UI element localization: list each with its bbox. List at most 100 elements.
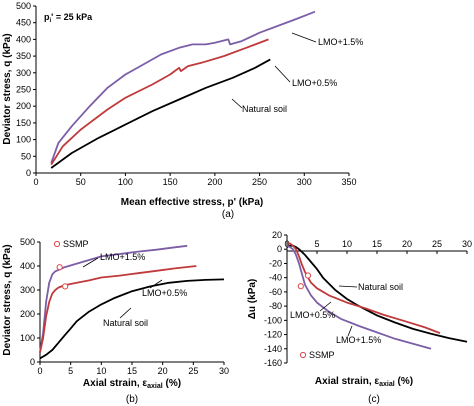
chart-c-label-lmo05: LMO+0.5% xyxy=(290,310,335,320)
chart-c-x-tick-label: 25 xyxy=(432,239,442,249)
chart-c-x-tick-label: 20 xyxy=(402,239,412,249)
chart-b-leader-lmo15 xyxy=(82,257,99,268)
chart-a-y-tick-label: 300 xyxy=(16,68,31,78)
chart-b-x-tick-label: 25 xyxy=(188,366,198,376)
chart-a-caption: (a) xyxy=(222,209,234,220)
chart-c-x-label-main: Axial strain, ε xyxy=(315,376,379,387)
chart-a-x-tick-label: 100 xyxy=(118,177,133,187)
chart-a-y-tick-label: 150 xyxy=(16,118,31,128)
chart-c-y-tick-label: -60 xyxy=(269,287,282,297)
chart-a-y-tick-label: 100 xyxy=(16,135,31,145)
chart-c-x-tick-label: 30 xyxy=(462,239,472,249)
chart-a-label-lmo15: LMO+1.5% xyxy=(318,37,363,47)
chart-b-series-line xyxy=(39,278,225,360)
chart-a-y-label: Deviator stress, q (kPa) xyxy=(2,33,13,144)
chart-b-series-line xyxy=(39,265,197,353)
chart-c-ssmp-points xyxy=(297,272,312,290)
chart-b-x-tick-label: 15 xyxy=(127,366,137,376)
chart-b-y-tick-label: 0 xyxy=(30,357,35,367)
chart-a-x-tick-label: 250 xyxy=(252,177,267,187)
chart-a-series-line xyxy=(50,10,316,164)
chart-c-y-tick-label: -100 xyxy=(264,315,282,325)
chart-a-x-tick-label: 0 xyxy=(33,177,38,187)
chart-c-caption: (c) xyxy=(368,394,380,405)
chart-c-y-tick-label: -20 xyxy=(269,258,282,268)
chart-c-ssmp-point xyxy=(297,283,304,290)
pressure-subscript: i xyxy=(50,18,52,24)
chart-c-y-label: Δu (kPa) xyxy=(247,279,258,320)
chart-b-series xyxy=(39,244,225,360)
chart-b-y-tick-label: 400 xyxy=(20,261,35,271)
chart-a-y-tick-label: 50 xyxy=(21,151,31,161)
chart-b-y-tick-label: 100 xyxy=(20,333,35,343)
chart-a-y-tick-label: 450 xyxy=(16,18,31,28)
chart-a-leader-natural xyxy=(231,98,243,109)
chart-a-pressure-annotation: pi' = 25 kPa xyxy=(44,12,93,24)
chart-b-x-tick-label: 5 xyxy=(68,366,73,376)
chart-b-label-lmo05: LMO+0.5% xyxy=(142,288,187,298)
chart-c: 051015202530200-20-40-60-80-100-120-140-… xyxy=(247,230,472,405)
chart-b-ssmp-point xyxy=(62,283,69,290)
chart-b-x-label-sub: axial xyxy=(147,383,163,390)
chart-b-legend-marker xyxy=(53,240,61,248)
chart-c-ssmp-point xyxy=(304,272,312,279)
chart-b-x-tick-label: 20 xyxy=(158,366,168,376)
pressure-value: ' = 25 kPa xyxy=(51,12,93,22)
chart-c-y-tick-label: -120 xyxy=(264,330,282,340)
chart-b-label-lmo15: LMO+1.5% xyxy=(100,252,145,262)
chart-c-leader-lmo15 xyxy=(347,325,353,337)
chart-c-x-tick-label: 10 xyxy=(342,239,352,249)
chart-c-series xyxy=(286,242,468,350)
chart-b-y-tick-label: 300 xyxy=(20,285,35,295)
chart-a-y-tick-label: 0 xyxy=(26,168,31,178)
chart-a-x-tick-label: 350 xyxy=(341,177,356,187)
chart-c-x-label-sub: axial xyxy=(379,381,395,388)
chart-a-label-lmo05: LMO+0.5% xyxy=(292,78,337,88)
chart-b-x-label-main: Axial strain, ε xyxy=(83,378,147,389)
chart-b-series-line xyxy=(39,244,188,353)
chart-c-x-label: Axial strain, εaxial (%) xyxy=(315,376,413,388)
chart-c-series-line xyxy=(286,244,468,343)
chart-b-x-tick-label: 0 xyxy=(37,366,42,376)
chart-b-ssmp-points xyxy=(56,264,69,290)
chart-b-x-label: Axial strain, εaxial (%) xyxy=(83,378,181,390)
chart-a-x-tick-label: 300 xyxy=(297,177,312,187)
chart-c-y-tick-label: 20 xyxy=(272,230,282,240)
chart-c-x-tick-label: 5 xyxy=(314,239,319,249)
chart-a-x-tick-label: 200 xyxy=(207,177,222,187)
chart-c-legend-marker xyxy=(299,351,307,359)
chart-a-ticks: 0 50 100 150 200 250 300 350 0 50 100 150 200 250 300 3… xyxy=(16,1,357,187)
chart-c-leader-natural xyxy=(338,285,358,288)
chart-c-x-tick-label: 15 xyxy=(372,239,382,249)
chart-b-legend-ssmp: SSMP xyxy=(63,239,89,249)
chart-a-leader-lmo05 xyxy=(274,65,291,83)
chart-b-y-label: Deviator stress, q (kPa) xyxy=(2,244,13,355)
pressure-symbol: p xyxy=(44,12,50,22)
chart-b-label-natural: Natural soil xyxy=(103,318,148,328)
chart-c-y-tick-label: -160 xyxy=(264,358,282,368)
chart-c-ticks: 051015202530200-20-40-60-80-100-120-140-… xyxy=(264,230,472,368)
chart-a-series-line xyxy=(50,58,271,169)
chart-c-y-tick-label: 0 xyxy=(277,244,282,254)
chart-c-leader-lmo05 xyxy=(319,301,332,312)
chart-a-x-tick-label: 50 xyxy=(76,177,86,187)
chart-a-leader-lmo15 xyxy=(291,32,317,43)
chart-a: 0 50 100 150 200 250 300 350 0 50 100 150 200 250 300 3… xyxy=(2,1,363,220)
chart-b-x-label-unit: (%) xyxy=(163,378,181,389)
chart-b-caption: (b) xyxy=(126,394,138,405)
chart-c-series-line xyxy=(286,244,432,350)
chart-a-y-tick-label: 200 xyxy=(16,101,31,111)
chart-a-y-tick-label: 350 xyxy=(16,51,31,61)
chart-a-x-label: Mean effective stress, p' (kPa) xyxy=(121,197,263,208)
chart-b-x-tick-label: 30 xyxy=(219,366,229,376)
chart-c-legend-ssmp: SSMP xyxy=(309,350,335,360)
chart-a-label-natural: Natural soil xyxy=(242,104,287,114)
chart-b-y-tick-label: 500 xyxy=(20,237,35,247)
chart-a-x-tick-label: 150 xyxy=(163,177,178,187)
chart-b-leader-natural xyxy=(119,307,132,319)
chart-a-series-line xyxy=(50,38,269,166)
chart-c-y-tick-label: -40 xyxy=(269,273,282,283)
